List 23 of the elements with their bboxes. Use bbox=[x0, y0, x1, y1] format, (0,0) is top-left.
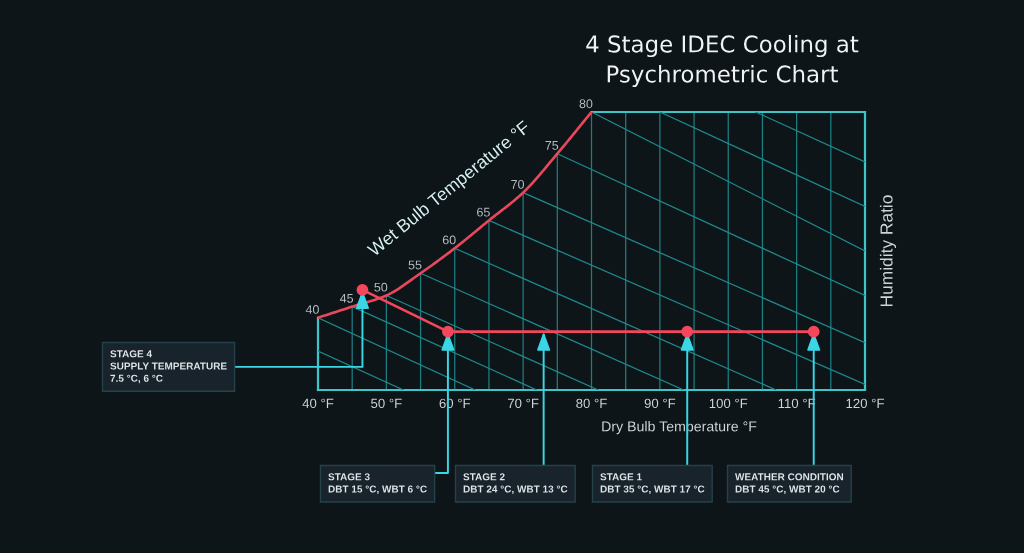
annotation: 65 bbox=[477, 207, 490, 217]
x-tick-label: 80 °F bbox=[576, 398, 607, 409]
annotation: 50 bbox=[374, 282, 388, 292]
annotation: 60 bbox=[442, 235, 456, 245]
annotation: 40 bbox=[305, 305, 319, 314]
annotation: 55 bbox=[408, 260, 422, 270]
x-tick-label: 70 °F bbox=[507, 398, 539, 409]
annotation: 80 bbox=[579, 99, 593, 109]
annotation: STAGE 3 DBT 15 °C, WBT 6 °C bbox=[328, 473, 427, 495]
annotation: 75 bbox=[545, 141, 559, 150]
x-tick-label: 100 °F bbox=[709, 398, 748, 409]
x-tick-label: 50 °F bbox=[371, 398, 402, 409]
annotation: STAGE 2 DBT 24 °C, WBT 13 °C bbox=[463, 473, 568, 495]
chart-title: 4 Stage IDEC Cooling at Psychrometric Chart bbox=[586, 34, 859, 88]
y-axis-title: Humidity Ratio bbox=[879, 195, 897, 307]
x-tick-label: 40 °F bbox=[302, 398, 334, 409]
x-tick-label: 120 °F bbox=[846, 398, 884, 409]
annotation: WEATHER CONDITION DBT 45 °C, WBT 20 °C bbox=[735, 473, 844, 495]
x-tick-label: 90 °F bbox=[644, 398, 676, 409]
annotation: 45 bbox=[339, 294, 354, 303]
annotation: STAGE 4 SUPPLY TEMPERATURE 7.5 °C, 6 °C bbox=[110, 350, 227, 384]
annotation: 70 bbox=[511, 179, 525, 189]
annotation: STAGE 1 DBT 35 °C, WBT 17 °C bbox=[600, 473, 705, 495]
